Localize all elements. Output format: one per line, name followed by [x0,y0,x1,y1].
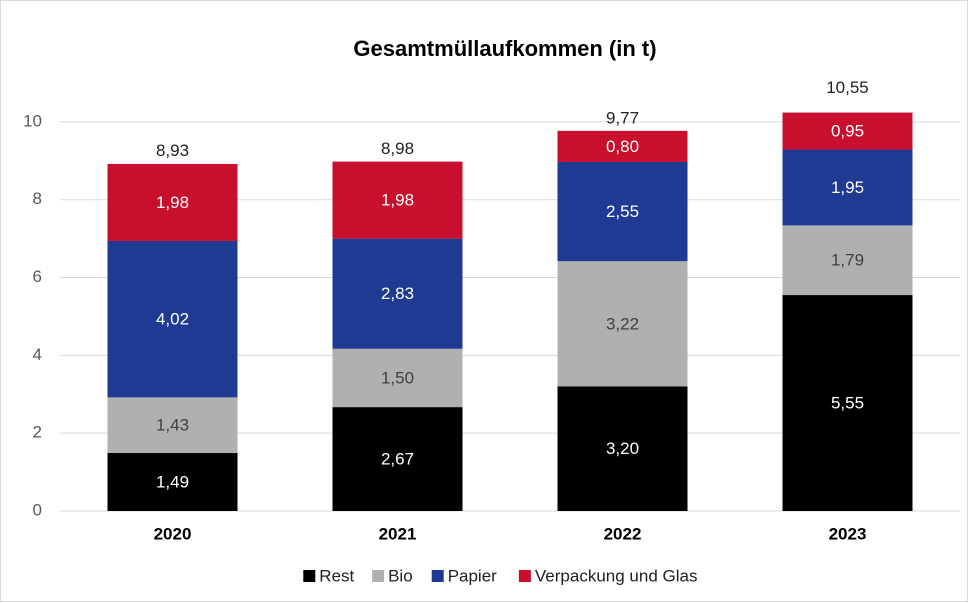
bar-segment [332,407,463,511]
bar-segment [557,130,688,162]
data-label: 5,55 [831,394,864,413]
bar-segment [557,161,688,262]
data-label: 1,49 [156,472,189,491]
total-label: 10,55 [826,78,869,97]
bar-segment [557,261,688,387]
legend-label: Bio [388,566,413,585]
bar-segment [332,238,463,349]
legend-swatch [372,570,385,582]
legend-label: Papier [448,566,497,585]
data-label: 2,67 [381,450,414,469]
data-label: 3,20 [606,439,639,458]
x-tick-label: 2020 [154,524,192,543]
x-tick-label: 2021 [379,524,417,543]
total-label: 8,98 [381,139,414,158]
data-label: 1,50 [381,368,414,387]
bar-segment [332,348,463,408]
bar-segment [107,397,238,454]
total-label: 9,77 [606,108,639,127]
bar-segment [782,112,913,150]
x-tick-label: 2022 [604,524,642,543]
data-label: 4,02 [156,310,189,329]
data-label: 2,83 [381,284,414,303]
legend-label: Rest [319,566,354,585]
bar-segment [332,161,463,239]
legend-label: Verpackung und Glas [535,566,698,585]
total-label: 8,93 [156,141,189,160]
data-label: 2,55 [606,202,639,221]
data-label: 1,98 [381,191,414,210]
data-label: 1,79 [831,251,864,270]
bar-segment [107,453,238,511]
legend-swatch [431,570,444,582]
y-tick-label: 6 [33,267,42,286]
data-label: 1,43 [156,416,189,435]
y-tick-label: 2 [33,423,42,442]
bar-segment [782,149,913,226]
data-label: 0,80 [606,137,639,156]
data-label: 3,22 [606,314,639,333]
data-label: 0,95 [831,122,864,141]
y-tick-label: 8 [33,189,42,208]
bar-segment [782,225,913,296]
y-tick-label: 0 [33,500,42,519]
data-label: 1,98 [156,193,189,212]
x-tick-label: 2023 [829,524,867,543]
legend-swatch [303,570,316,582]
bar-segment [782,295,913,511]
chart-title: Gesamtmüllaufkommen (in t) [353,36,656,61]
y-tick-label: 10 [23,111,42,130]
bar-segment [107,163,238,241]
y-tick-label: 4 [33,345,42,364]
legend-swatch [518,570,531,582]
bar-segment [107,240,238,398]
bar-segment [557,386,688,511]
data-label: 1,95 [831,178,864,197]
